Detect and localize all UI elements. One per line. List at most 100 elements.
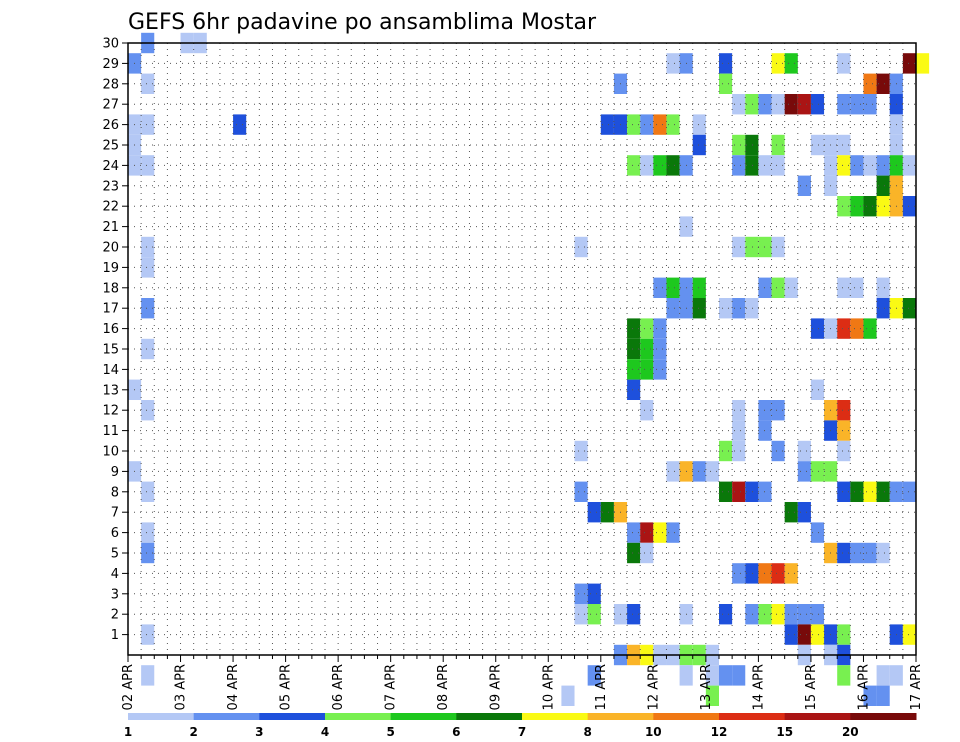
x-tick-label: 05 APR	[279, 664, 294, 710]
heatmap-cell	[863, 155, 877, 176]
heatmap-cell	[810, 134, 825, 156]
heatmap-cell	[653, 522, 667, 543]
y-tick-label: 23	[102, 179, 119, 194]
heatmap-cell	[850, 277, 864, 298]
heatmap-cell	[640, 542, 654, 564]
heatmap-cell	[640, 522, 654, 543]
legend-swatch	[653, 713, 720, 720]
heatmap-cell	[810, 379, 825, 400]
heatmap-cell	[719, 481, 733, 502]
heatmap-cell	[863, 73, 877, 94]
heatmap-cell	[640, 338, 654, 360]
heatmap-cell	[627, 604, 641, 625]
heatmap-cell	[876, 665, 890, 686]
heatmap-cell	[876, 542, 890, 564]
x-tick-label: 11 APR	[594, 664, 609, 710]
y-tick-label: 30	[102, 37, 119, 52]
heatmap-cell	[797, 624, 811, 645]
heatmap-cell	[705, 461, 719, 482]
heatmap-cell	[719, 440, 733, 462]
heatmap-cell	[810, 624, 825, 645]
legend-swatch	[325, 713, 392, 720]
heatmap-cell	[719, 73, 733, 94]
heatmap-cell	[574, 583, 588, 604]
y-tick-label: 26	[102, 118, 119, 133]
x-tick-label: 14 APR	[751, 664, 766, 710]
legend-label: 20	[842, 725, 859, 739]
heatmap-cell	[692, 114, 706, 135]
legend-swatch	[456, 713, 523, 720]
heatmap-cell	[850, 481, 864, 502]
heatmap-cell	[561, 685, 575, 706]
heatmap-cell	[692, 461, 706, 482]
y-tick-label: 8	[111, 485, 119, 500]
heatmap-cell	[876, 155, 890, 176]
x-tick-label: 17 APR	[909, 664, 924, 710]
heatmap-cell	[784, 624, 798, 645]
heatmap-cell	[745, 236, 759, 258]
heatmap-cell	[574, 440, 588, 462]
heatmap-cell	[810, 461, 825, 482]
heatmap-cell	[653, 155, 667, 176]
legend-label: 15	[776, 725, 793, 739]
heatmap-cell	[141, 338, 155, 360]
legend-swatch	[128, 713, 195, 720]
heatmap-cell	[732, 94, 746, 115]
legend-label: 8	[584, 725, 592, 739]
heatmap-cell	[640, 400, 654, 421]
legend-swatch	[193, 713, 260, 720]
heatmap-cell	[692, 298, 706, 319]
heatmap-cell	[640, 114, 654, 135]
heatmap-cell	[233, 114, 247, 135]
heatmap-cell	[837, 155, 851, 176]
heatmap-cell	[837, 665, 851, 686]
x-tick-label: 08 APR	[436, 664, 451, 710]
y-tick-label: 12	[102, 404, 119, 419]
y-tick-label: 17	[102, 302, 119, 317]
heatmap-cell	[732, 155, 746, 176]
heatmap-cell	[574, 236, 588, 258]
heatmap-cell	[863, 94, 877, 115]
heatmap-cell	[810, 94, 825, 115]
heatmap-cell	[719, 298, 733, 319]
legend-swatch	[587, 713, 654, 720]
heatmap-cell	[653, 359, 667, 380]
heatmap-cell	[141, 542, 155, 564]
x-tick-label: 02 APR	[121, 664, 136, 710]
heatmap-cell	[797, 440, 811, 462]
x-tick-label: 12 APR	[646, 664, 661, 710]
heatmap-cell	[732, 420, 746, 441]
x-tick-label: 15 APR	[804, 664, 819, 710]
y-tick-label: 11	[102, 424, 119, 439]
legend-label: 10	[645, 725, 662, 739]
heatmap-cell	[627, 379, 641, 400]
y-tick-label: 1	[111, 628, 119, 643]
chart-title: GEFS 6hr padavine po ansamblima Mostar	[128, 10, 597, 35]
heatmap-cell	[732, 481, 746, 502]
heatmap-cell	[692, 134, 706, 156]
heatmap-cell	[863, 196, 877, 217]
heatmap-cell	[810, 318, 825, 339]
x-tick-label: 04 APR	[226, 664, 241, 710]
heatmap-cell	[666, 298, 680, 319]
heatmap-cell	[784, 94, 798, 115]
heatmap-cell	[627, 318, 641, 339]
heatmap-cell	[141, 114, 155, 135]
heatmap-cell	[863, 542, 877, 564]
heatmap-cell	[732, 563, 746, 584]
heatmap-cell	[141, 481, 155, 502]
y-tick-label: 25	[102, 139, 119, 154]
heatmap-cell	[771, 604, 785, 625]
heatmap-cell	[141, 236, 155, 258]
heatmap-cell	[745, 481, 759, 502]
heatmap-cell	[837, 94, 851, 115]
heatmap-cell	[863, 318, 877, 339]
heatmap-cell	[837, 624, 851, 645]
heatmap-cell	[916, 53, 930, 74]
y-tick-label: 2	[111, 608, 119, 623]
heatmap-cell	[732, 440, 746, 462]
heatmap-cell	[705, 685, 719, 706]
heatmap-cell	[719, 53, 733, 74]
heatmap-cell	[141, 624, 155, 645]
